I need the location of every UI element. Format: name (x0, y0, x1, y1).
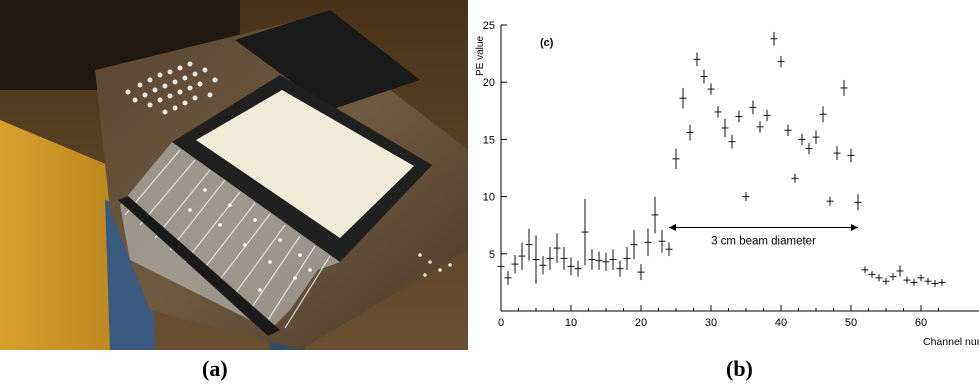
x-tick-label: 10 (565, 317, 577, 329)
y-tick-label: 20 (483, 77, 495, 89)
x-tick-label: 0 (498, 317, 504, 329)
x-tick-label: 40 (775, 317, 787, 329)
x-axis-label: Channel numbe (923, 336, 979, 348)
detector-photo (0, 0, 468, 350)
x-tick-label: 50 (845, 317, 857, 329)
pe-value-chart: PE value Channel numbe (c) 5 10 15 20 25 0 10 2… (470, 0, 979, 350)
black-board (235, 10, 420, 110)
bead-pile (125, 61, 218, 115)
fiber-strands (124, 149, 331, 329)
panel-label: (c) (540, 37, 554, 49)
fiber-end-dots (188, 188, 312, 292)
chart-background (470, 0, 979, 350)
fiber-connectors (118, 196, 280, 336)
annotation-text: 3 cm beam diameter (711, 235, 816, 247)
axis-ticks: 5 10 15 20 25 0 10 20 30 40 50 60 (483, 20, 939, 329)
annotation-arrowhead-right (851, 223, 858, 231)
scintillator-panel (196, 90, 414, 238)
annotation-arrowhead-left (669, 223, 676, 231)
scattered-beads (418, 253, 452, 277)
y-axis-label: PE value (475, 36, 486, 76)
y-tick-label: 10 (483, 192, 495, 204)
y-tick-label: 5 (489, 249, 495, 261)
caption-a: (a) (202, 356, 228, 381)
x-tick-label: 30 (705, 317, 717, 329)
y-tick-label: 15 (483, 134, 495, 146)
yellow-floor (0, 120, 130, 350)
y-tick-label: 25 (483, 20, 495, 32)
x-tick-label: 60 (915, 317, 927, 329)
x-tick-label: 20 (635, 317, 647, 329)
beam-annotation: 3 cm beam diameter (669, 223, 858, 247)
caption-b: (b) (726, 356, 753, 381)
data-points (497, 31, 946, 287)
